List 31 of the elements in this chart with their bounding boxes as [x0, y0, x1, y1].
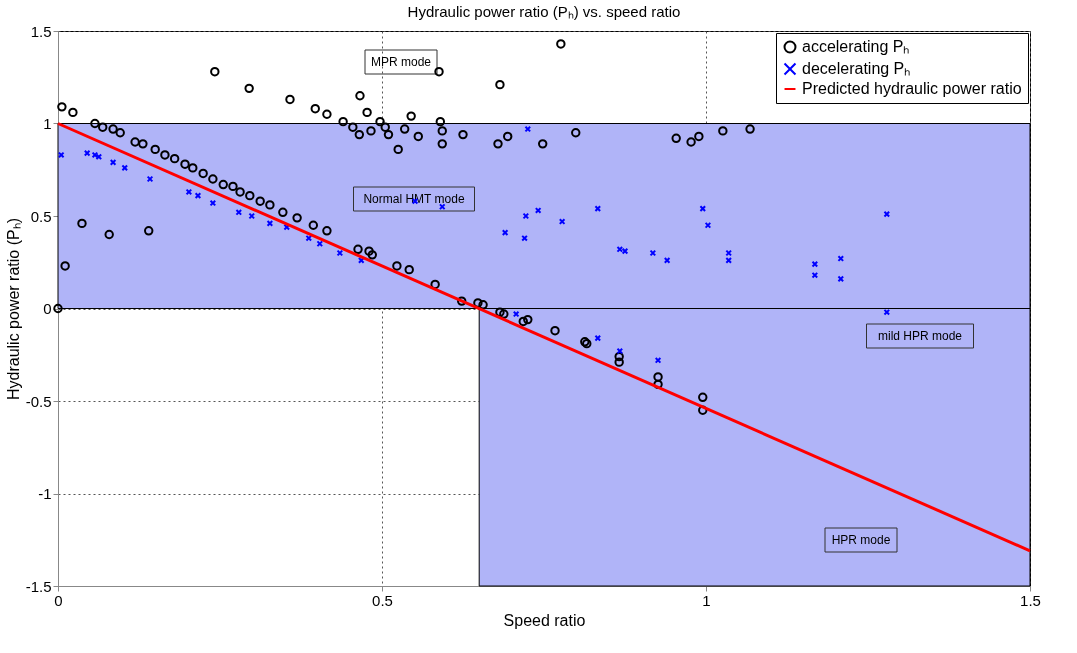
point [883, 210, 891, 218]
point [837, 275, 845, 283]
annotation: mild HPR mode [877, 329, 963, 343]
legend-label: decelerating Pₕ [802, 60, 911, 77]
y-tick-label: 0.5 [30, 207, 52, 225]
x-tick-label: 1.5 [1020, 591, 1041, 609]
x-tick-label: 0.5 [372, 591, 393, 609]
y-tick-label: -0.5 [25, 392, 52, 410]
point [95, 153, 103, 161]
point [811, 271, 819, 279]
legend-label: accelerating Pₕ [802, 38, 910, 55]
y-axis-title: Hydraulic power ratio (Pₕ) [4, 217, 22, 401]
point [725, 249, 733, 257]
chart-title: Hydraulic power ratio (Pₕ) vs. speed ratio [407, 3, 681, 20]
point [883, 308, 891, 316]
x-axis-title: Speed ratio [503, 611, 586, 629]
point [594, 334, 602, 342]
annotation: HPR mode [831, 533, 891, 547]
y-tick-label: -1.5 [25, 577, 52, 595]
x-tick-label: 0 [54, 591, 63, 609]
legend-label: Predicted hydraulic power ratio [802, 80, 1022, 97]
point [121, 164, 129, 172]
y-tick-label: 1.5 [30, 22, 52, 40]
annotation: Normal HMT mode [363, 192, 465, 206]
y-tick-label: 0 [43, 300, 52, 317]
y-tick-label: -1 [38, 485, 52, 502]
annotation: MPR mode [370, 55, 432, 69]
point [654, 356, 662, 364]
y-tick-label: 1 [43, 115, 52, 132]
x-tick-label: 1 [702, 591, 711, 609]
point [194, 192, 202, 199]
